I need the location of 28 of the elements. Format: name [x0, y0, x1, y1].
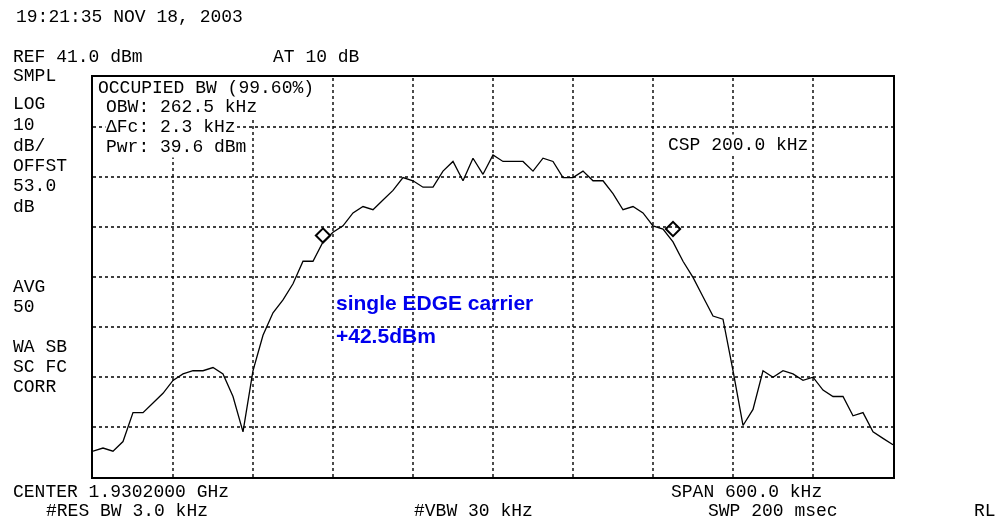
text: 19:21:35 NOV 18, 2003 — [16, 7, 243, 27]
text: 10 — [13, 115, 35, 135]
text: OCCUPIED BW (99.60%) — [98, 78, 315, 98]
text: SC FC — [13, 357, 68, 377]
text: OFFST — [13, 156, 68, 176]
text: REF 41.0 dBm — [13, 47, 143, 67]
text: WA SB — [13, 337, 68, 357]
annotation: Pwr: 39.6 dBm — [106, 137, 247, 157]
annotation: +42.5dBm — [336, 324, 436, 347]
text: LOG — [13, 94, 46, 114]
text: 50 — [13, 297, 35, 317]
text: OBW: 262.5 kHz — [106, 97, 258, 117]
annotation: single EDGE carrier — [336, 291, 534, 314]
text: ΔFc: 2.3 kHz — [106, 117, 236, 137]
text: 53.0 — [13, 176, 57, 196]
text: #VBW 30 kHz — [414, 501, 533, 521]
text: SWP 200 msec — [708, 501, 838, 521]
text: SPAN 600.0 kHz — [671, 482, 823, 502]
text: dB — [13, 197, 35, 217]
text: dB/ — [13, 136, 46, 156]
text: #RES BW 3.0 kHz — [46, 501, 209, 521]
text: CSP 200.0 kHz — [668, 135, 809, 155]
text: AVG — [13, 277, 46, 297]
text: SMPL — [13, 66, 57, 86]
text: RL — [974, 501, 996, 521]
text: AT 10 dB — [273, 47, 360, 67]
text: CORR — [13, 377, 57, 397]
text: CENTER 1.9302000 GHz — [13, 482, 230, 502]
